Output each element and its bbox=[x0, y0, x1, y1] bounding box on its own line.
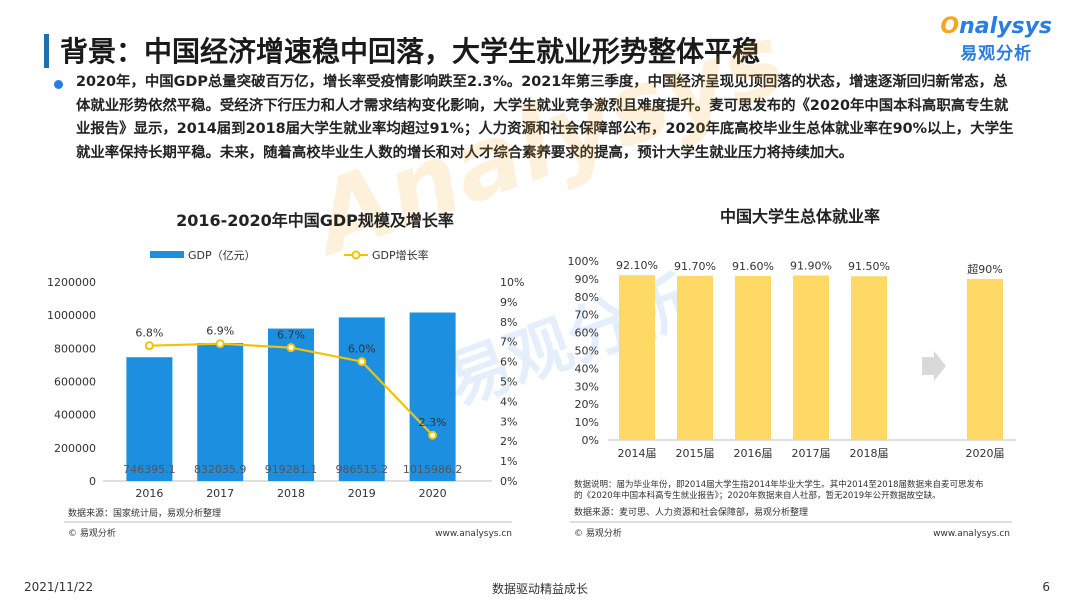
employment-y-tick-label: 60% bbox=[575, 327, 599, 340]
employment-bar bbox=[619, 275, 655, 440]
gdp-bar bbox=[197, 343, 243, 481]
intro-paragraph: 2020年，中国GDP总量突破百万亿，增长率受疫情影响跌至2.3%。2021年第… bbox=[76, 71, 1020, 165]
page-title: 背景：中国经济增速稳中回落，大学生就业形势整体平稳 bbox=[60, 30, 760, 70]
gdp-y-tick-label: 400000 bbox=[54, 409, 96, 422]
employment-x-tick-label: 2016届 bbox=[734, 447, 773, 460]
gdp-y-tick-label: 0 bbox=[89, 475, 96, 488]
growth-point bbox=[146, 342, 153, 349]
employment-bar-value-label: 91.90% bbox=[790, 259, 832, 272]
growth-point-label: 2.3% bbox=[419, 416, 447, 429]
employment-y-tick-label: 0% bbox=[582, 434, 599, 447]
employment-bar bbox=[793, 275, 829, 440]
growth-y-tick-label: 7% bbox=[500, 336, 517, 349]
gdp-bar-value-label: 986515.2 bbox=[336, 463, 389, 476]
gdp-bar-value-label: 746395.1 bbox=[123, 463, 176, 476]
logo-wordmark: Onalysys bbox=[940, 14, 1052, 39]
employment-y-tick-label: 10% bbox=[575, 416, 599, 429]
employment-chart-title: 中国大学生总体就业率 bbox=[720, 207, 880, 226]
employment-y-tick-label: 70% bbox=[575, 309, 599, 322]
employment-y-tick-label: 50% bbox=[575, 345, 599, 358]
gdp-bar-value-label: 919281.1 bbox=[265, 463, 318, 476]
gdp-x-tick-label: 2018 bbox=[277, 487, 305, 500]
employment-y-tick-label: 20% bbox=[575, 398, 599, 411]
gdp-chart-title: 2016-2020年中国GDP规模及增长率 bbox=[176, 211, 454, 230]
charts-canvas: 2016-2020年中国GDP规模及增长率 GDP（亿元） GDP增长率 0 20000… bbox=[0, 190, 1080, 550]
employment-note-line2: 的《2020年中国本科高专生就业报告》；2020年数据来自人社部，暂无2019年… bbox=[574, 490, 941, 501]
gap-arrow-icon bbox=[922, 351, 946, 381]
employment-bar bbox=[851, 276, 887, 440]
gdp-legend-label: GDP（亿元） bbox=[188, 249, 256, 262]
employment-y-tick-label: 30% bbox=[575, 380, 599, 393]
growth-y-tick-label: 1% bbox=[500, 455, 517, 468]
gdp-y-tick-label: 200000 bbox=[54, 442, 96, 455]
employment-bar-value-label: 92.10% bbox=[616, 259, 658, 272]
employment-bar bbox=[967, 279, 1003, 440]
growth-point bbox=[429, 432, 436, 439]
employment-copyright: © 易观分析 bbox=[574, 527, 622, 539]
growth-y-tick-label: 8% bbox=[500, 316, 517, 329]
employment-y-tick-label: 80% bbox=[575, 291, 599, 304]
growth-point-label: 6.0% bbox=[348, 343, 376, 356]
employment-bar bbox=[735, 276, 771, 440]
growth-point-label: 6.7% bbox=[277, 329, 305, 342]
gdp-x-tick-label: 2016 bbox=[135, 487, 163, 500]
employment-x-tick-label: 2015届 bbox=[676, 447, 715, 460]
gdp-y-tick-label: 1000000 bbox=[47, 309, 96, 322]
growth-y-tick-label: 0% bbox=[500, 475, 517, 488]
employment-x-tick-label: 2017届 bbox=[792, 447, 831, 460]
growth-point bbox=[358, 358, 365, 365]
employment-bar-value-label: 91.70% bbox=[674, 260, 716, 273]
gdp-source: 数据来源：国家统计局，易观分析整理 bbox=[68, 507, 221, 519]
growth-point bbox=[288, 344, 295, 351]
employment-y-tick-label: 40% bbox=[575, 362, 599, 375]
gdp-x-tick-label: 2020 bbox=[419, 487, 447, 500]
employment-x-tick-label: 2014届 bbox=[618, 447, 657, 460]
gdp-legend-swatch bbox=[150, 251, 184, 258]
gdp-y-tick-label: 1200000 bbox=[47, 276, 96, 289]
gdp-x-tick-label: 2017 bbox=[206, 487, 234, 500]
gdp-x-tick-label: 2019 bbox=[348, 487, 376, 500]
growth-y-tick-label: 5% bbox=[500, 376, 517, 389]
gdp-website: www.analysys.cn bbox=[435, 529, 512, 539]
growth-point-label: 6.8% bbox=[135, 327, 163, 340]
gdp-bar-value-label: 832035.9 bbox=[194, 463, 247, 476]
title-accent-bar bbox=[44, 34, 49, 68]
employment-bar-value-label: 超90% bbox=[967, 262, 1002, 276]
footer-slogan: 数据驱动精益成长 bbox=[0, 580, 1080, 597]
growth-y-tick-label: 6% bbox=[500, 356, 517, 369]
growth-y-tick-label: 10% bbox=[500, 276, 524, 289]
gdp-y-tick-label: 600000 bbox=[54, 376, 96, 389]
gdp-bar bbox=[410, 313, 456, 481]
growth-legend-label: GDP增长率 bbox=[372, 248, 429, 262]
employment-bar bbox=[677, 276, 713, 440]
analysys-logo: Onalysys 易观分析 bbox=[940, 14, 1052, 64]
growth-point bbox=[217, 340, 224, 347]
gdp-y-tick-label: 800000 bbox=[54, 342, 96, 355]
employment-bar-value-label: 91.60% bbox=[732, 260, 774, 273]
growth-point-label: 6.9% bbox=[206, 325, 234, 338]
growth-y-tick-label: 3% bbox=[500, 415, 517, 428]
employment-note-line1: 数据说明：届为毕业年份，即2014届大学生指2014年毕业大学生。其中2014至… bbox=[574, 479, 984, 490]
employment-x-tick-label: 2018届 bbox=[850, 447, 889, 460]
employment-x-tick-label: 2020届 bbox=[966, 447, 1005, 460]
growth-y-tick-label: 9% bbox=[500, 296, 517, 309]
gdp-copyright: © 易观分析 bbox=[68, 527, 116, 539]
employment-website: www.analysys.cn bbox=[933, 529, 1010, 539]
growth-legend-marker bbox=[353, 252, 360, 259]
page-number: 6 bbox=[1042, 580, 1050, 594]
employment-source: 数据来源：麦可思、人力资源和社会保障部，易观分析整理 bbox=[574, 506, 808, 518]
employment-y-tick-label: 100% bbox=[568, 255, 599, 268]
bullet-dot bbox=[54, 80, 63, 89]
growth-y-tick-label: 4% bbox=[500, 395, 517, 408]
gdp-bar-value-label: 1015986.2 bbox=[403, 463, 463, 476]
employment-bar-value-label: 91.50% bbox=[848, 260, 890, 273]
growth-y-tick-label: 2% bbox=[500, 435, 517, 448]
employment-y-tick-label: 90% bbox=[575, 273, 599, 286]
logo-subtitle: 易观分析 bbox=[940, 39, 1052, 64]
